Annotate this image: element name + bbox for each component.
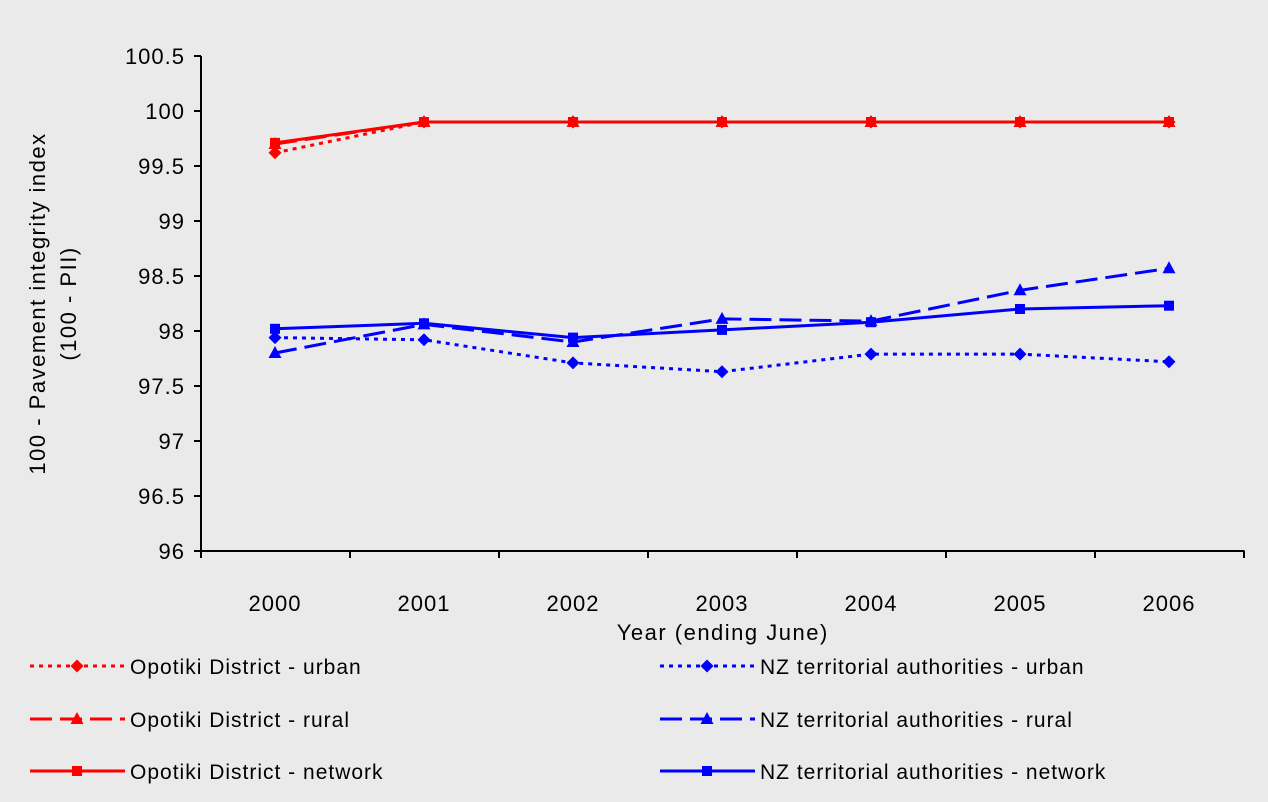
legend-marker (702, 766, 712, 776)
legend-item: Opotiki District - urban (30, 656, 362, 679)
y-tick-label: 97 (159, 429, 185, 454)
data-point (866, 117, 876, 127)
legend-label: Opotiki District - rural (130, 709, 350, 732)
legend-item: NZ territorial authorities - urban (660, 656, 1085, 679)
data-point (268, 346, 282, 358)
y-tick-label: 99.5 (138, 154, 185, 179)
legend-marker (70, 712, 84, 724)
legend-marker (700, 659, 714, 673)
data-point (1013, 347, 1027, 361)
data-point (1162, 261, 1176, 274)
series-0000ff-diamond (268, 331, 1176, 379)
legend-item: NZ territorial authorities - rural (660, 709, 1073, 732)
legend-label: Opotiki District - urban (130, 656, 362, 679)
legend-label: NZ territorial authorities - rural (760, 709, 1073, 732)
series-ff0000-square (270, 117, 1174, 148)
axes (200, 56, 1245, 552)
data-point (717, 117, 727, 127)
y-axis-title-line-1: 100 - Pavement integrity index (25, 132, 50, 474)
data-point (270, 323, 280, 334)
data-point (864, 347, 878, 361)
legend-marker (72, 766, 82, 776)
x-tick-label: 2001 (398, 591, 451, 616)
y-tick-label: 96.5 (138, 484, 185, 509)
data-point (566, 356, 580, 370)
series-layer (268, 115, 1176, 379)
data-point (1015, 304, 1025, 314)
data-point (419, 318, 429, 329)
legend-label: NZ territorial authorities - urban (760, 656, 1085, 679)
data-point (1013, 283, 1027, 296)
legend-marker (70, 659, 84, 673)
legend: Opotiki District - urban NZ territorial a… (30, 656, 1106, 784)
legend-marker (700, 712, 714, 724)
x-axis-ticks: 2000 2001 2002 2003 2004 2005 2006 (200, 551, 1245, 616)
series-line (274, 266, 1170, 355)
x-tick-label: 2005 (994, 591, 1047, 616)
y-tick-label: 96 (159, 539, 185, 564)
data-point (419, 117, 429, 127)
x-tick-label: 2000 (249, 591, 302, 616)
y-tick-label: 98.5 (138, 264, 185, 289)
data-point (1164, 117, 1174, 127)
x-axis-title: Year (ending June) (617, 620, 829, 645)
data-point (417, 333, 431, 347)
data-point (715, 365, 729, 379)
y-tick-label: 100.5 (125, 44, 185, 69)
legend-label: NZ territorial authorities - network (760, 761, 1106, 784)
x-tick-label: 2004 (845, 591, 898, 616)
legend-item: Opotiki District - rural (30, 709, 350, 732)
legend-item: NZ territorial authorities - network (660, 761, 1106, 784)
x-tick-label: 2003 (696, 591, 749, 616)
data-point (1162, 355, 1176, 369)
y-tick-label: 98 (159, 319, 185, 344)
data-point (568, 117, 578, 127)
data-point (866, 317, 876, 328)
series-0000ff-square (270, 300, 1174, 343)
data-point (568, 332, 578, 343)
legend-label: Opotiki District - network (130, 761, 384, 784)
y-axis-title-line-2: (100 - PII) (56, 246, 81, 360)
data-point (715, 311, 729, 324)
legend-item: Opotiki District - network (30, 761, 384, 784)
x-tick-label: 2002 (547, 591, 600, 616)
y-tick-label: 97.5 (138, 374, 185, 399)
data-point (268, 331, 282, 345)
data-point (1164, 300, 1174, 311)
data-point (717, 324, 727, 335)
x-tick-label: 2006 (1143, 591, 1196, 616)
y-axis-ticks: 96 96.5 97 97.5 98 98.5 99 99.5 100 100.5 (125, 44, 201, 564)
y-tick-label: 100 (145, 99, 185, 124)
data-point (1015, 117, 1025, 127)
y-tick-label: 99 (159, 209, 185, 234)
data-point (270, 137, 280, 148)
data-point (268, 146, 282, 160)
